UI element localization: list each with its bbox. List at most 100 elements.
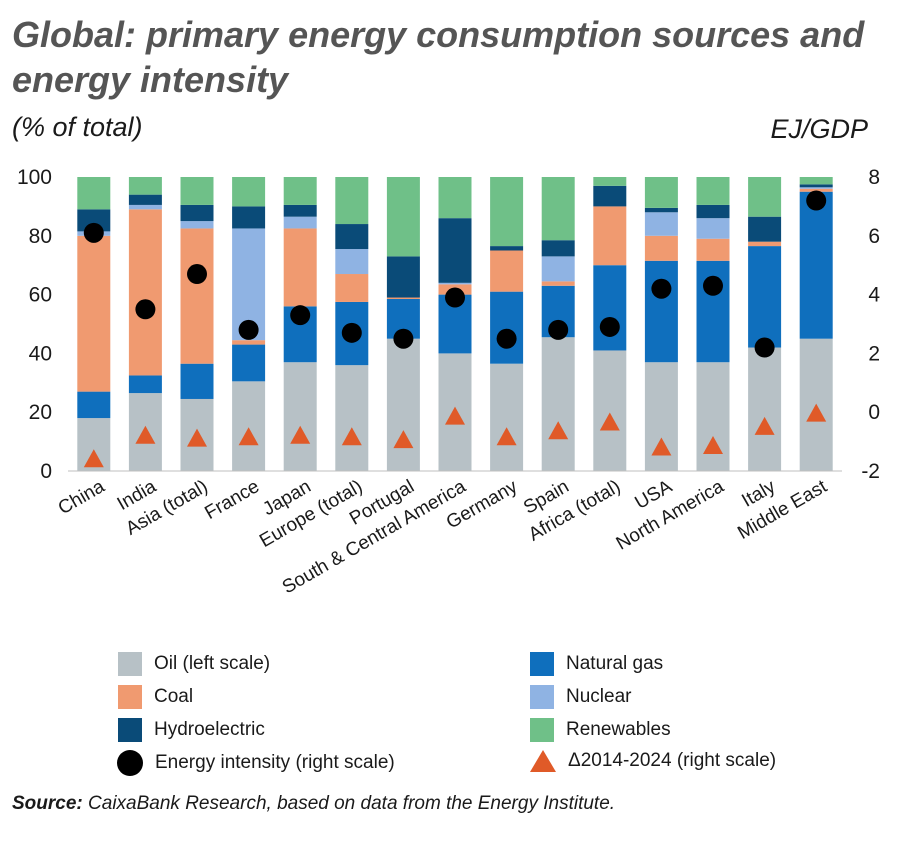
legend-hydroelectric: Hydroelectric — [118, 718, 265, 742]
legend-swatch-oil — [118, 652, 142, 676]
chart-title: Global: primary energy consumption sourc… — [12, 14, 865, 100]
bar-segment-coal — [748, 241, 782, 247]
bar-segment-hydroelectric — [799, 184, 833, 188]
bar-segment-renewables — [541, 177, 575, 241]
bar-segment-nuclear — [335, 249, 369, 275]
bar-segment-hydroelectric — [386, 256, 420, 298]
bar-segment-coal — [541, 281, 575, 286]
bar-segment-renewables — [438, 177, 472, 219]
bar-segment-renewables — [593, 177, 627, 186]
bar-segment-natural-gas — [490, 291, 524, 364]
bar-segment-oil — [541, 337, 575, 471]
bar-segment-nuclear — [180, 221, 214, 229]
right-axis-tick-label: -2 — [861, 460, 880, 483]
intensity-point — [341, 322, 362, 343]
delta-triangle — [238, 427, 259, 446]
bar-segment-hydroelectric — [232, 206, 266, 229]
bar-segment-coal — [644, 235, 678, 261]
bar-segment-natural-gas — [748, 246, 782, 348]
intensity-point — [445, 287, 465, 308]
bar-segment-nuclear — [128, 204, 162, 210]
source-note: Source: CaixaBank Research, based on dat… — [12, 793, 615, 815]
legend-marker-intensity — [117, 750, 143, 776]
bar-segment-natural-gas — [232, 344, 266, 382]
bar-segment-hydroelectric — [335, 224, 369, 250]
bar-segment-hydroelectric — [180, 204, 214, 222]
right-axis-tick-label: 6 — [868, 225, 880, 248]
delta-triangle — [548, 421, 569, 440]
bar-segment-coal — [283, 228, 317, 307]
intensity-point — [599, 316, 620, 337]
category-label: China — [55, 476, 109, 519]
bar-segment-coal — [232, 340, 266, 345]
bar-segment-natural-gas — [644, 260, 678, 363]
intensity-point — [703, 275, 723, 296]
delta-triangle — [651, 437, 672, 456]
left-axis-tick-label: 100 — [17, 166, 52, 189]
right-axis-tick-label: 8 — [868, 166, 880, 189]
bar-segment-coal — [799, 188, 833, 192]
bar-segment-coal — [128, 209, 162, 376]
delta-triangle — [341, 427, 362, 446]
bar-segment-oil — [283, 362, 317, 471]
bar-segment-natural-gas — [77, 391, 111, 419]
source-label: Source: — [12, 793, 83, 814]
bar-segment-natural-gas — [128, 375, 162, 394]
delta-triangle — [496, 427, 517, 446]
legend-label-intensity: Energy intensity (right scale) — [155, 752, 395, 773]
bar-segment-renewables — [644, 177, 678, 208]
legend-oil: Oil (left scale) — [118, 652, 270, 676]
legend-delta: Δ2014-2024 (right scale) — [530, 750, 776, 772]
legend-label-oil: Oil (left scale) — [154, 653, 271, 674]
bar-segment-oil — [386, 338, 420, 471]
bar-segment-natural-gas — [799, 191, 833, 339]
delta-triangle — [135, 425, 156, 444]
legend-swatch-natural-gas — [530, 652, 554, 676]
bar-segment-hydroelectric — [696, 204, 730, 219]
delta-triangle — [393, 430, 414, 449]
bar-segment-renewables — [335, 177, 369, 225]
intensity-point — [496, 328, 517, 349]
legend-renewables: Renewables — [530, 718, 671, 742]
bar-segment-coal — [180, 228, 214, 364]
legend-label-coal: Coal — [154, 686, 194, 707]
legend-label-hydroelectric: Hydroelectric — [154, 719, 265, 740]
delta-triangle — [187, 428, 207, 447]
bar-segment-hydroelectric — [77, 209, 111, 232]
delta-triangle — [445, 406, 465, 425]
right-axis-tick-label: 0 — [868, 401, 880, 424]
bar-segment-renewables — [232, 177, 266, 207]
bar-segment-renewables — [77, 177, 111, 210]
bar-segment-hydroelectric — [438, 218, 472, 283]
bar-segment-renewables — [696, 177, 730, 205]
bar-segment-hydroelectric — [593, 185, 627, 207]
intensity-point — [754, 337, 775, 358]
left-axis-tick-label: 0 — [40, 460, 52, 483]
bar-segment-hydroelectric — [541, 240, 575, 257]
bar-segment-renewables — [283, 177, 317, 205]
legend-marker-delta — [530, 750, 556, 772]
bar-segment-nuclear — [799, 187, 833, 189]
intensity-point — [135, 299, 156, 320]
legend-coal: Coal — [118, 685, 193, 709]
bar-segment-nuclear — [696, 218, 730, 239]
legend-swatch-coal — [118, 685, 142, 709]
bar-segment-coal — [593, 206, 627, 266]
bar-segment-hydroelectric — [128, 194, 162, 205]
intensity-point — [187, 264, 207, 285]
bar-segment-oil — [335, 365, 369, 471]
intensity-point — [548, 319, 569, 340]
category-label: France — [201, 476, 263, 524]
bar-segment-coal — [335, 274, 369, 302]
bar-segment-nuclear — [541, 256, 575, 282]
legend-nuclear: Nuclear — [530, 685, 631, 709]
bar-segment-natural-gas — [593, 265, 627, 351]
intensity-point — [651, 278, 672, 299]
bar-segment-nuclear — [283, 216, 317, 229]
bar-segment-coal — [77, 235, 111, 392]
legend-intensity: Energy intensity (right scale) — [117, 750, 395, 776]
delta-triangle — [806, 403, 827, 422]
intensity-point — [290, 305, 311, 326]
bar-segment-renewables — [386, 177, 420, 257]
